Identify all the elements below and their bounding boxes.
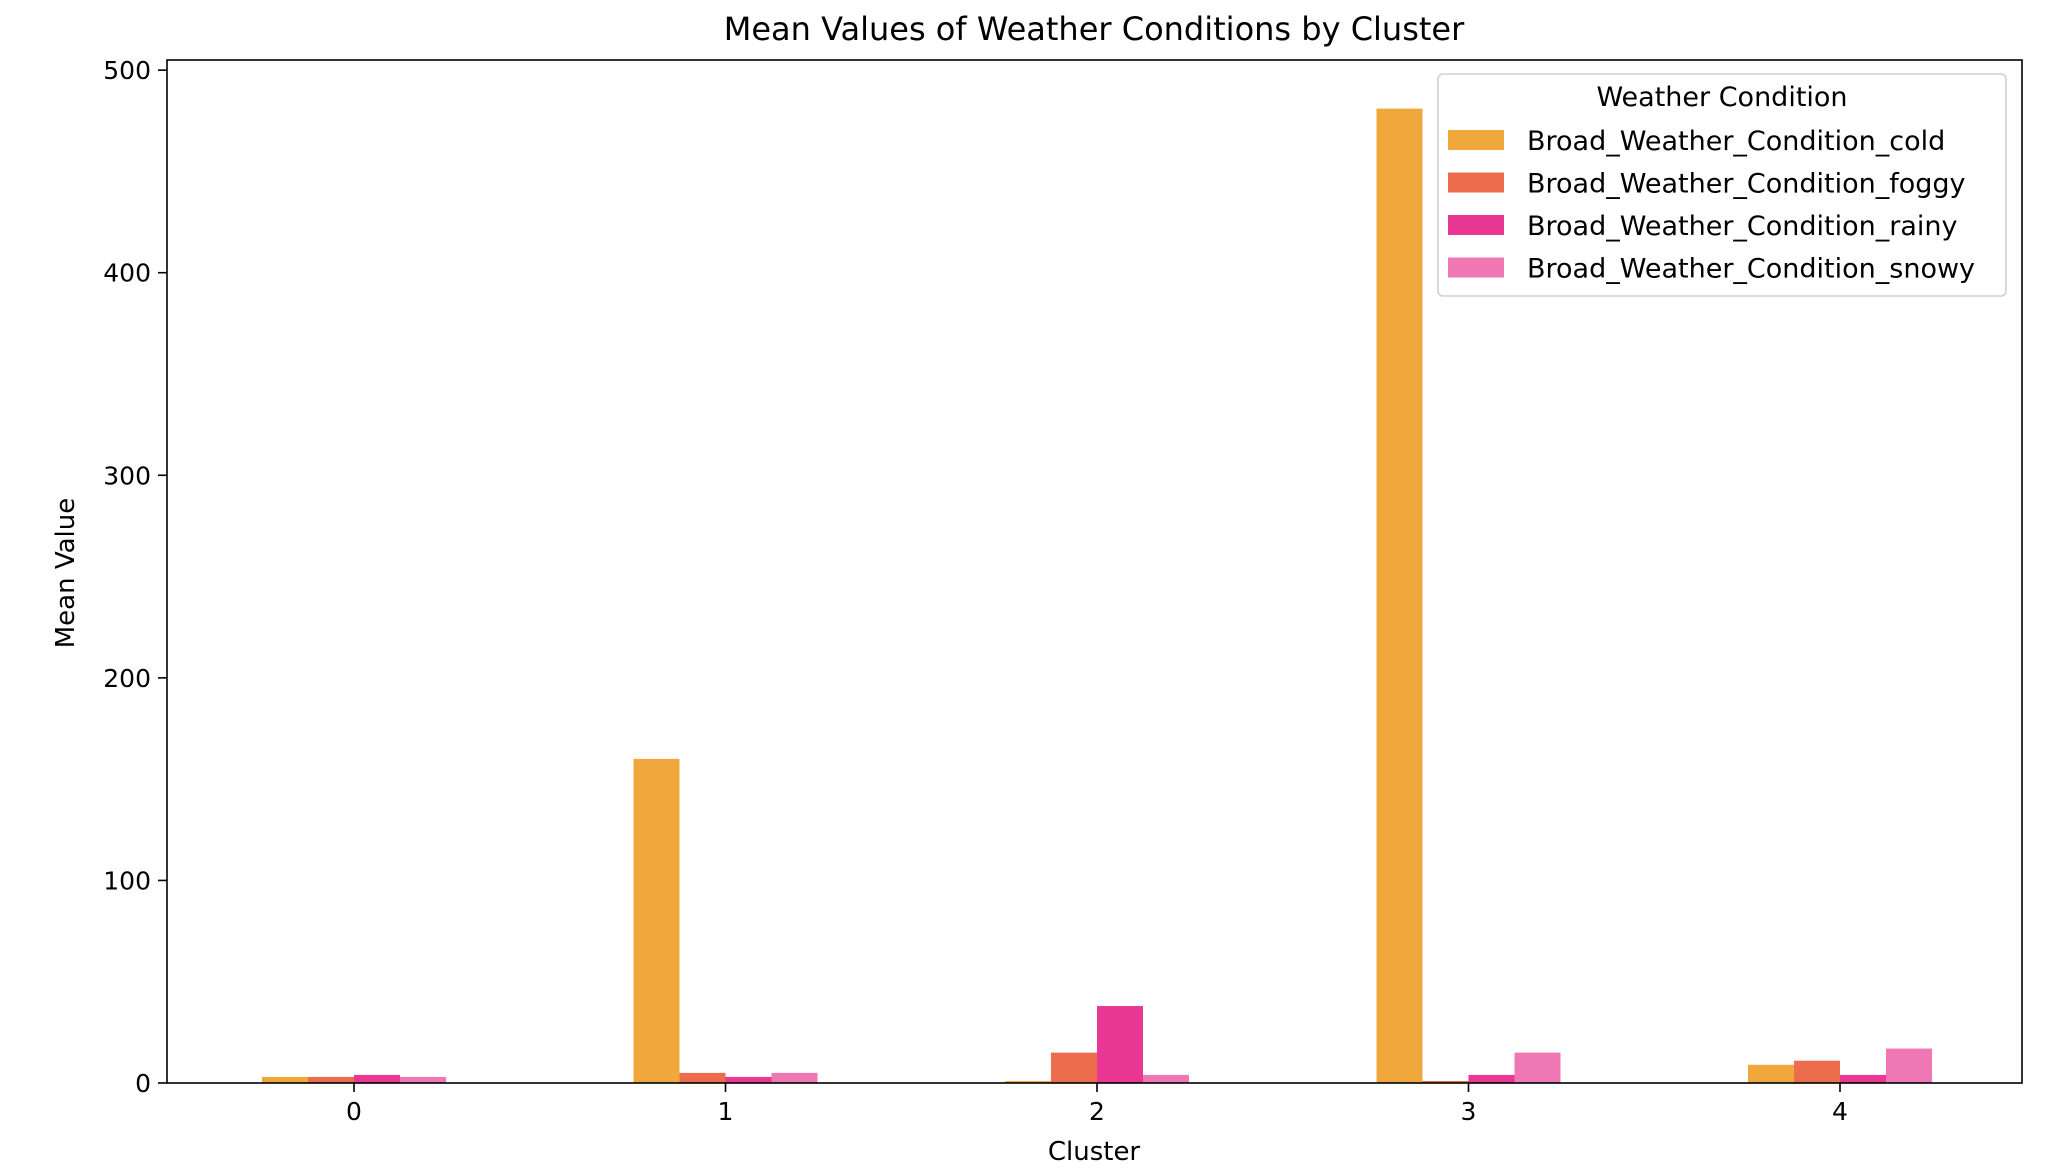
legend-swatch-Broad_Weather_Condition_foggy bbox=[1448, 172, 1504, 193]
y-tick-label-300: 300 bbox=[103, 461, 151, 490]
bar-Broad_Weather_Condition_rainy-cluster-3 bbox=[1468, 1074, 1515, 1083]
bar-Broad_Weather_Condition_cold-cluster-4 bbox=[1748, 1064, 1794, 1083]
legend-label-Broad_Weather_Condition_cold: Broad_Weather_Condition_cold bbox=[1527, 126, 1945, 157]
bar-Broad_Weather_Condition_rainy-cluster-0 bbox=[354, 1074, 400, 1083]
bar-Broad_Weather_Condition_snowy-cluster-1 bbox=[771, 1072, 818, 1083]
legend-title: Weather Condition bbox=[1596, 82, 1847, 113]
axes-group bbox=[166, 59, 2023, 1084]
bar-Broad_Weather_Condition_foggy-cluster-3 bbox=[1422, 1080, 1469, 1083]
x-axis-label: Cluster bbox=[1048, 1137, 1141, 1167]
bar-Broad_Weather_Condition_rainy-cluster-2 bbox=[1097, 1006, 1143, 1083]
y-tick-label-0: 0 bbox=[135, 1069, 151, 1098]
x-tick-label-0: 0 bbox=[346, 1097, 362, 1126]
chart-title: Mean Values of Weather Conditions by Clu… bbox=[724, 10, 1465, 48]
legend-label-Broad_Weather_Condition_snowy: Broad_Weather_Condition_snowy bbox=[1527, 254, 1975, 285]
y-tick-label-500: 500 bbox=[103, 56, 151, 85]
legend-label-Broad_Weather_Condition_foggy: Broad_Weather_Condition_foggy bbox=[1527, 169, 1966, 200]
y-tick-label-100: 100 bbox=[103, 866, 151, 895]
bar-Broad_Weather_Condition_cold-cluster-1 bbox=[633, 758, 680, 1083]
bar-Broad_Weather_Condition_foggy-cluster-4 bbox=[1794, 1060, 1840, 1083]
bars-group bbox=[262, 108, 1932, 1084]
x-tick-label-3: 3 bbox=[1461, 1097, 1477, 1126]
x-tick-label-4: 4 bbox=[1832, 1097, 1848, 1126]
bar-Broad_Weather_Condition_snowy-cluster-4 bbox=[1886, 1048, 1932, 1083]
legend: Weather Condition Broad_Weather_Condition… bbox=[1437, 73, 2007, 297]
bar-Broad_Weather_Condition_cold-cluster-0 bbox=[262, 1076, 308, 1083]
bar-Broad_Weather_Condition_snowy-cluster-3 bbox=[1514, 1052, 1561, 1083]
bar-Broad_Weather_Condition_cold-cluster-3 bbox=[1376, 108, 1423, 1084]
x-tick-label-2: 2 bbox=[1089, 1097, 1105, 1126]
bar-Broad_Weather_Condition_snowy-cluster-2 bbox=[1143, 1074, 1189, 1083]
plot-frame bbox=[166, 59, 2023, 1084]
bar-Broad_Weather_Condition_cold-cluster-2 bbox=[1005, 1080, 1051, 1083]
bar-Broad_Weather_Condition_foggy-cluster-2 bbox=[1051, 1052, 1097, 1083]
legend-label-Broad_Weather_Condition_rainy: Broad_Weather_Condition_rainy bbox=[1527, 211, 1958, 242]
legend-box bbox=[1437, 73, 2007, 297]
legend-swatch-Broad_Weather_Condition_cold bbox=[1448, 130, 1504, 150]
x-tick-label-1: 1 bbox=[718, 1097, 734, 1126]
y-tick-label-400: 400 bbox=[103, 259, 151, 288]
legend-swatch-Broad_Weather_Condition_snowy bbox=[1448, 257, 1504, 278]
bar-Broad_Weather_Condition_rainy-cluster-4 bbox=[1840, 1074, 1886, 1083]
ticks-group: 0 100 200 300 400 500 0 1 2 3 4 bbox=[103, 56, 1848, 1126]
bar-Broad_Weather_Condition_foggy-cluster-0 bbox=[308, 1076, 354, 1083]
legend-swatch-Broad_Weather_Condition_rainy bbox=[1448, 215, 1504, 235]
bar-Broad_Weather_Condition_snowy-cluster-0 bbox=[400, 1076, 446, 1083]
y-axis-label: Mean Value bbox=[51, 498, 81, 649]
y-tick-label-200: 200 bbox=[103, 664, 151, 693]
bar-Broad_Weather_Condition_rainy-cluster-1 bbox=[725, 1076, 772, 1083]
bar-Broad_Weather_Condition_foggy-cluster-1 bbox=[679, 1072, 726, 1083]
